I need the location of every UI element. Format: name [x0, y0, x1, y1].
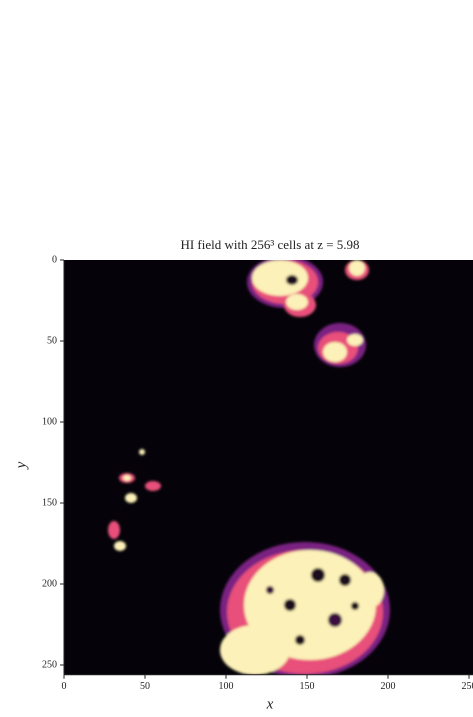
x-tick-label: 250 [462, 681, 473, 692]
x-tick-label: 0 [62, 681, 67, 692]
y-tick-label: 50 [47, 335, 57, 346]
x-tick-label: 200 [381, 681, 396, 692]
field-image [64, 260, 473, 675]
ionized-regions [108, 260, 390, 675]
y-tick-label: 200 [42, 578, 57, 589]
y-tick-label: 100 [42, 416, 57, 427]
x-tick-label: 100 [219, 681, 234, 692]
y-tick-label: 150 [42, 497, 57, 508]
y-axis-label: y [13, 461, 29, 470]
chart-title: HI field with 256³ cells at z = 5.98 [180, 237, 359, 252]
x-axis-label: x [266, 696, 274, 712]
y-tick-label: 250 [42, 659, 57, 670]
x-tick-label: 50 [140, 681, 150, 692]
x-tick-label: 150 [300, 681, 315, 692]
y-tick-label: 0 [52, 254, 57, 265]
